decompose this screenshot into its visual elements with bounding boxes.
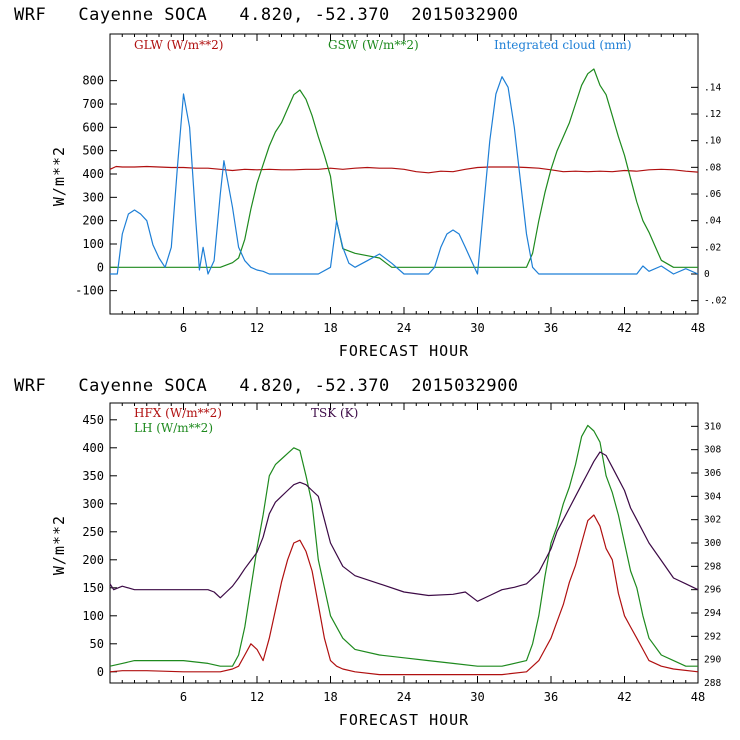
y-tick-label: 450 xyxy=(82,413,104,427)
x-tick-label: 6 xyxy=(180,321,187,335)
y2-tick-label: -.02 xyxy=(704,296,727,307)
y2-tick-label: .10 xyxy=(704,136,721,147)
y2-tick-label: 290 xyxy=(704,655,721,666)
y-tick-label: -100 xyxy=(75,284,104,298)
y-tick-label: 50 xyxy=(90,637,104,651)
x-tick-label: 48 xyxy=(691,690,705,704)
y-tick-label: 100 xyxy=(82,237,104,251)
series-line-0 xyxy=(109,514,699,676)
y-tick-label: 700 xyxy=(82,97,104,111)
y2-tick-label: 308 xyxy=(704,445,721,456)
x-axis-label: FORECAST HOUR xyxy=(339,711,469,729)
y-tick-label: 200 xyxy=(82,214,104,228)
y2-tick-label: .14 xyxy=(704,82,721,93)
x-tick-label: 12 xyxy=(250,321,264,335)
x-tick-label: 18 xyxy=(323,321,337,335)
y2-tick-label: .02 xyxy=(704,242,721,253)
x-tick-label: 30 xyxy=(470,690,484,704)
series-line-2 xyxy=(109,451,699,602)
series-line-2 xyxy=(110,76,699,275)
y-tick-label: 500 xyxy=(82,144,104,158)
y2-tick-label: 306 xyxy=(704,468,721,479)
x-tick-label: 12 xyxy=(250,690,264,704)
y2-tick-label: .12 xyxy=(704,109,721,120)
surface-flux-panel: WRF Cayenne SOCA 4.820, -52.370 20150329… xyxy=(14,376,721,729)
y2-tick-label: 294 xyxy=(704,608,721,619)
legend-cloud: Integrated cloud (mm) xyxy=(494,38,632,52)
y2-tick-label: 296 xyxy=(704,585,721,596)
y-tick-label: 300 xyxy=(82,497,104,511)
y2-tick-label: .04 xyxy=(704,216,721,227)
y2-tick-label: 292 xyxy=(704,631,721,642)
axis-ticks: 6 12 18 24 30 36 42 48 0 50 100 150 200 250 300 350 400 4… xyxy=(82,403,721,704)
y-tick-label: 600 xyxy=(82,120,104,134)
y2-tick-label: 300 xyxy=(704,538,721,549)
legend-hfx: HFX (W/m**2) xyxy=(134,406,222,420)
series-lines xyxy=(109,424,699,676)
x-tick-label: 36 xyxy=(544,690,558,704)
y-tick-label: 0 xyxy=(97,665,104,679)
x-tick-label: 48 xyxy=(691,321,705,335)
y-tick-label: 250 xyxy=(82,525,104,539)
y-tick-label: 800 xyxy=(82,74,104,88)
x-tick-label: 36 xyxy=(544,321,558,335)
y2-tick-label: 288 xyxy=(704,678,721,689)
y-tick-label: 150 xyxy=(82,581,104,595)
x-tick-label: 30 xyxy=(470,321,484,335)
x-tick-label: 18 xyxy=(323,690,337,704)
y-tick-label: 0 xyxy=(97,260,104,274)
y-tick-label: 200 xyxy=(82,553,104,567)
panel-title: WRF Cayenne SOCA 4.820, -52.370 20150329… xyxy=(14,5,519,25)
x-tick-label: 42 xyxy=(617,321,631,335)
y2-tick-label: 310 xyxy=(704,421,721,432)
y2-tick-label: .06 xyxy=(704,189,721,200)
x-axis-label: FORECAST HOUR xyxy=(339,342,469,360)
x-tick-label: 24 xyxy=(397,690,411,704)
y-tick-label: 350 xyxy=(82,469,104,483)
series-line-0 xyxy=(109,165,699,174)
y-tick-label: 300 xyxy=(82,190,104,204)
plot-frame xyxy=(109,33,699,315)
y-axis-label: W/m**2 xyxy=(50,146,68,206)
plot-frame xyxy=(109,402,699,684)
x-tick-label: 6 xyxy=(180,690,187,704)
series-line-1 xyxy=(110,68,698,268)
x-tick-label: 24 xyxy=(397,321,411,335)
y2-tick-label: 304 xyxy=(704,491,721,502)
y-tick-label: 400 xyxy=(82,441,104,455)
y2-tick-label: 302 xyxy=(704,515,721,526)
legend-gsw: GSW (W/m**2) xyxy=(328,38,419,52)
y-axis-label: W/m**2 xyxy=(50,515,68,575)
y2-tick-label: .08 xyxy=(704,162,721,173)
y2-tick-label: 298 xyxy=(704,561,721,572)
cloud-radiation-panel: WRF Cayenne SOCA 4.820, -52.370 20150329… xyxy=(14,5,727,360)
series-line-1 xyxy=(109,424,698,667)
panel-title: WRF Cayenne SOCA 4.820, -52.370 20150329… xyxy=(14,376,519,396)
series-lines xyxy=(109,68,699,275)
axis-ticks: 6 12 18 24 30 36 42 48 -100 0 100 200 300 400 500 600 70… xyxy=(75,34,727,335)
legend-glw: GLW (W/m**2) xyxy=(134,38,223,52)
y-tick-label: 400 xyxy=(82,167,104,181)
legend-tsk: TSK (K) xyxy=(311,406,358,420)
x-tick-label: 42 xyxy=(617,690,631,704)
y2-tick-label: 0 xyxy=(704,269,710,280)
y-tick-label: 100 xyxy=(82,609,104,623)
legend-lh: LH (W/m**2) xyxy=(134,421,213,435)
